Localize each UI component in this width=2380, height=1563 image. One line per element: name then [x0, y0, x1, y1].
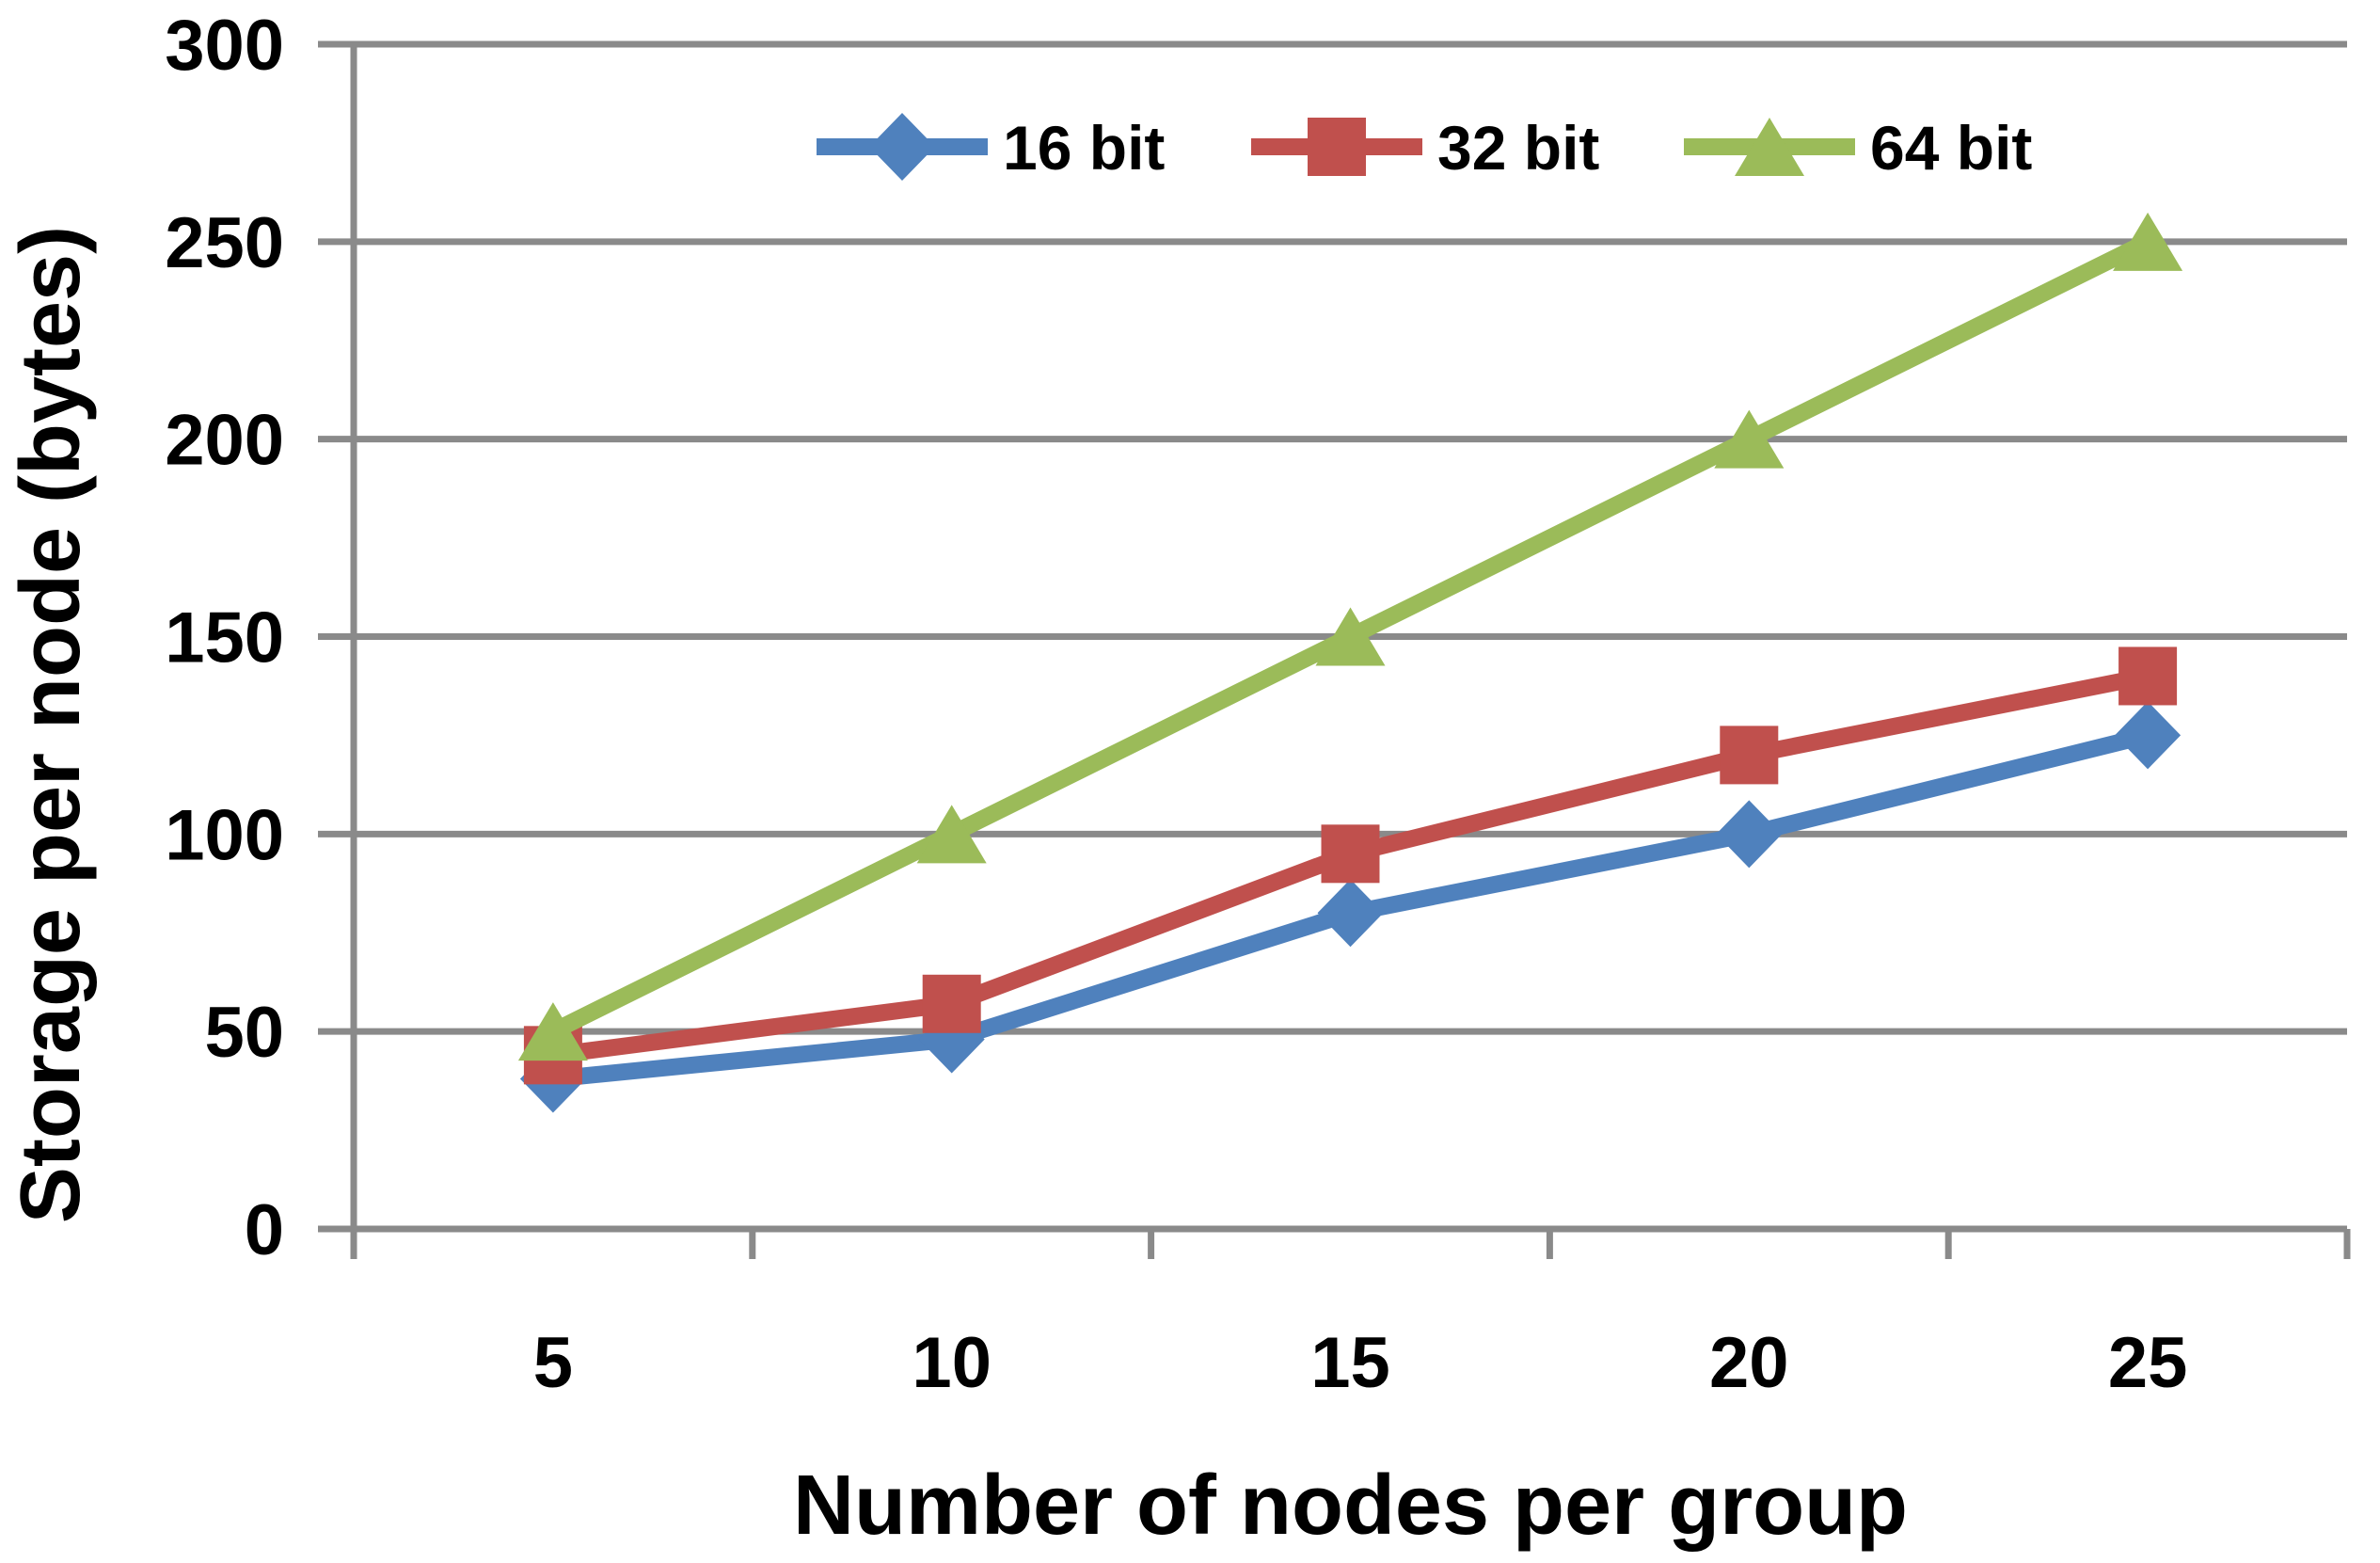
legend-label-32-bit: 32 bit: [1437, 113, 1599, 183]
tick-labels-group: 0 50 100 150 200 250 300 5 10 15 20 25: [165, 6, 2187, 1403]
x-tick-label: 5: [533, 1323, 573, 1403]
y-tick-label: 100: [165, 795, 284, 875]
legend-label-16-bit: 16 bit: [1003, 113, 1165, 183]
point-64-bit-x5-triangle-marker: [517, 1002, 588, 1061]
y-axis-title: Storage per node (bytes): [4, 226, 98, 1223]
point-16-bit-x15-diamond-marker: [1317, 879, 1384, 948]
y-tick-label: 150: [165, 598, 284, 678]
y-tick-label: 200: [165, 401, 284, 481]
y-tick-label: 50: [204, 993, 284, 1073]
y-tick-label: 0: [245, 1190, 284, 1270]
point-32-bit-x25-square-marker: [2118, 646, 2178, 706]
point-32-bit-x15-square-marker: [1321, 824, 1380, 884]
legend-item-32-bit: 32 bit: [1251, 113, 1599, 183]
legend-32-bit-square-marker: [1308, 118, 1366, 176]
point-32-bit-x10-square-marker: [922, 974, 981, 1033]
point-32-bit-x20-square-marker: [1720, 726, 1779, 785]
y-tick-label: 300: [165, 6, 284, 86]
x-axis-title: Number of nodes per group: [793, 1459, 1908, 1553]
x-tick-label: 25: [2108, 1323, 2188, 1403]
legend-item-16-bit: 16 bit: [817, 113, 1165, 183]
y-tick-label: 250: [165, 203, 284, 283]
x-tick-label: 15: [1310, 1323, 1390, 1403]
point-16-bit-x20-diamond-marker: [1716, 800, 1783, 869]
legend-64-bit-triangle-marker: [1735, 118, 1804, 176]
point-64-bit-x20-triangle-marker: [1714, 409, 1785, 469]
series-64-bit: [517, 212, 2183, 1061]
point-64-bit-x15-triangle-marker: [1315, 607, 1386, 666]
point-16-bit-x25-diamond-marker: [2115, 701, 2182, 770]
legend: 16 bit 32 bit 64 bit: [817, 113, 2032, 183]
point-64-bit-x10-triangle-marker: [916, 805, 987, 864]
x-tick-label: 10: [912, 1323, 992, 1403]
legend-item-64-bit: 64 bit: [1684, 113, 2032, 183]
legend-16-bit-diamond-marker: [869, 113, 935, 181]
legend-label-64-bit: 64 bit: [1870, 113, 2032, 183]
axes-group: [318, 40, 2351, 1259]
point-64-bit-x25-triangle-marker: [2113, 212, 2183, 271]
x-tick-label: 20: [1709, 1323, 1789, 1403]
